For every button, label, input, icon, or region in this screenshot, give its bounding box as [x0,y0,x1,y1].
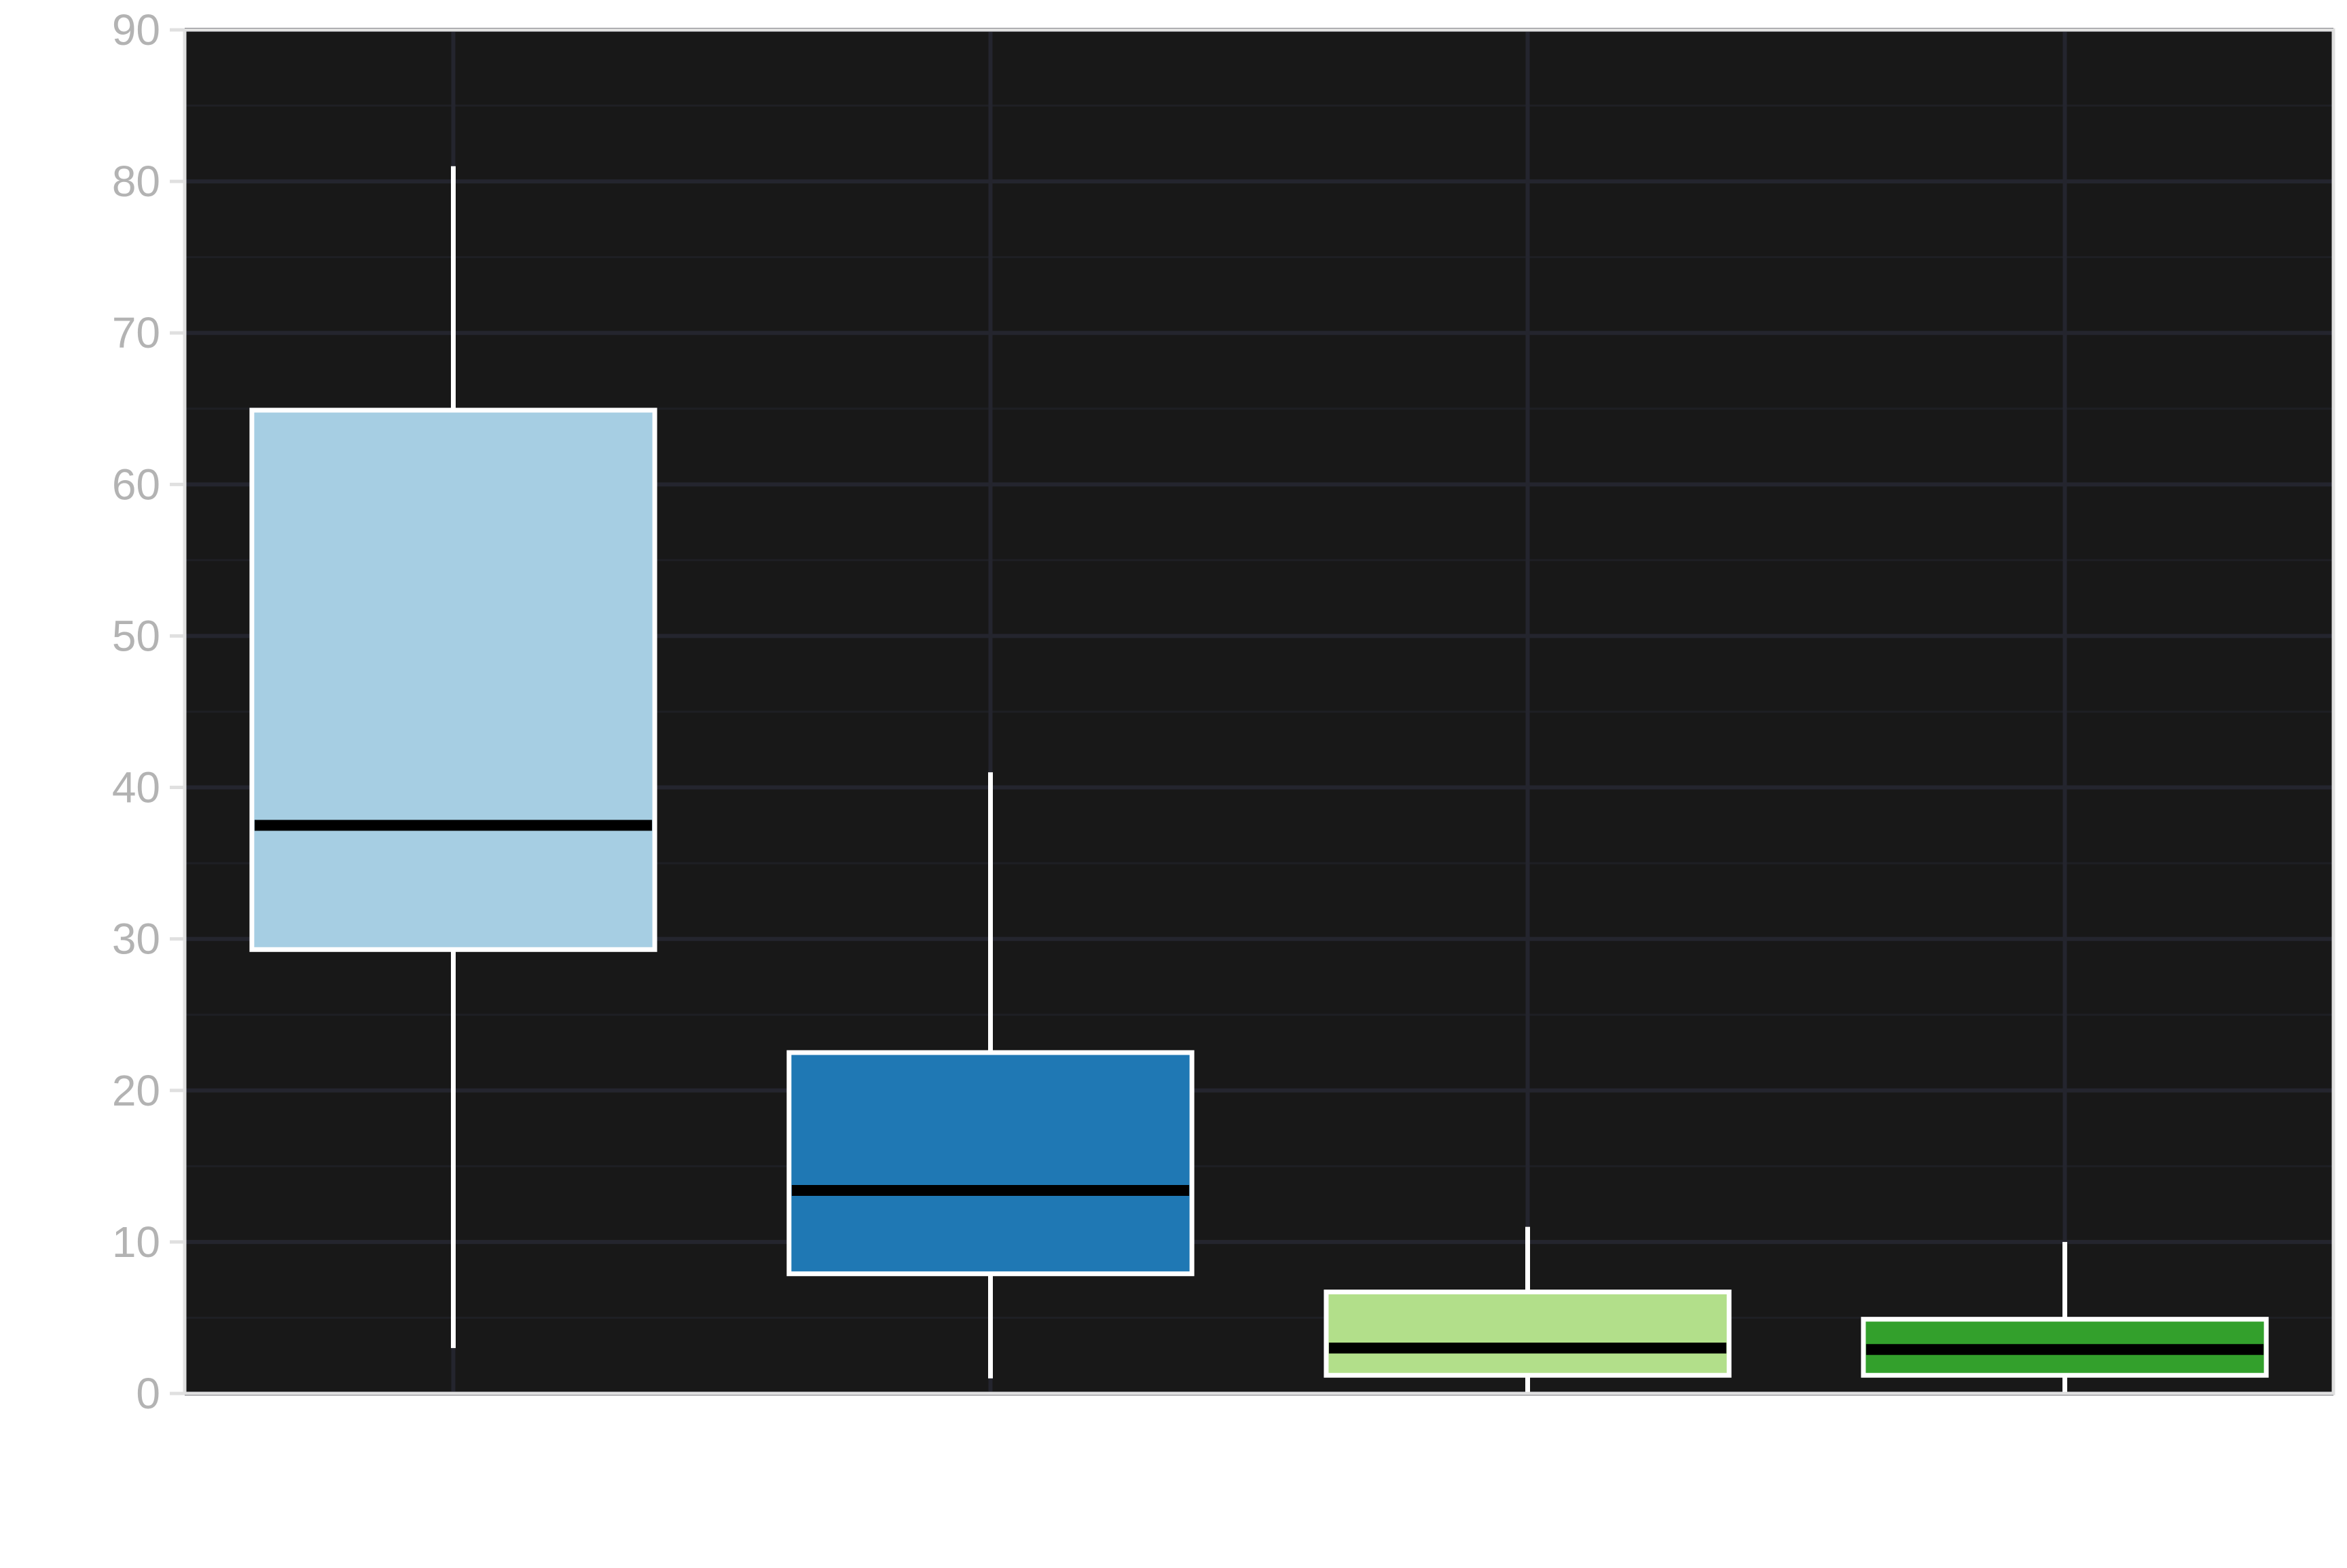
y-tick-label: 80 [112,157,160,206]
y-tick-label: 70 [112,308,160,357]
y-tick-label: 10 [112,1218,160,1266]
y-tick-label: 20 [112,1066,160,1115]
box-series [249,166,2269,1393]
plot-border [183,28,2335,1396]
box-group [249,166,657,1349]
y-tick-label: 30 [112,915,160,964]
y-tick-label: 40 [112,763,160,812]
y-tick-label: 60 [112,460,160,509]
box-group [1861,1241,2269,1393]
y-tick-label: 50 [112,611,160,660]
box-body [249,407,657,952]
y-tick-label: 90 [112,5,160,54]
y-tick-label: 0 [136,1369,160,1418]
box-body [786,1050,1195,1277]
box-group [786,772,1195,1379]
plot-frame [183,28,2335,1396]
box-body [1324,1290,1732,1378]
y-axis: 0 10 20 30 40 50 60 70 80 90 [112,5,185,1418]
box-group [1324,1226,1732,1393]
